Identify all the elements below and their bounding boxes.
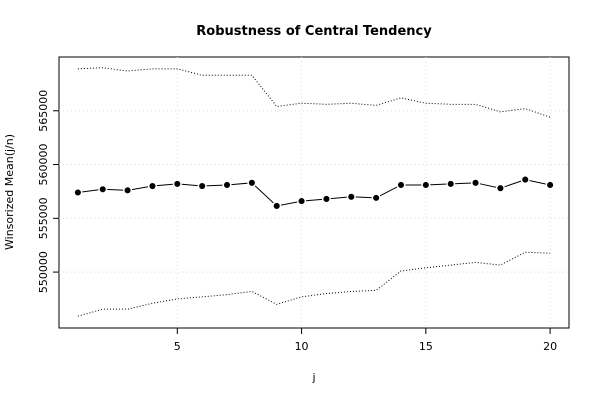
series-line — [77, 67, 551, 118]
x-tick-label: 15 — [419, 340, 433, 353]
series-line — [77, 251, 551, 317]
data-point — [421, 180, 431, 190]
x-tick-label: 5 — [174, 340, 181, 353]
data-point — [495, 183, 505, 193]
data-point — [73, 187, 83, 198]
y-axis-label: Winsorized Mean(j/n) — [3, 134, 16, 250]
data-point — [297, 196, 307, 206]
data-point — [470, 178, 481, 188]
data-point — [222, 180, 232, 190]
y-tick-label: 560000 — [37, 144, 50, 186]
data-point — [172, 179, 182, 189]
data-point — [247, 178, 257, 188]
data-point — [545, 180, 555, 190]
y-tick-label: 550000 — [37, 251, 50, 293]
data-point — [346, 192, 356, 202]
data-point — [396, 180, 406, 190]
data-point — [371, 193, 381, 203]
data-point — [123, 185, 133, 195]
y-tick-label: 555000 — [37, 197, 50, 239]
x-axis-label: j — [311, 371, 315, 384]
data-point — [197, 181, 207, 191]
data-point — [147, 181, 158, 191]
data-point — [98, 184, 108, 194]
data-point — [272, 201, 282, 211]
x-tick-label: 20 — [543, 340, 557, 353]
data-point — [520, 175, 530, 185]
chart-title: Robustness of Central Tendency — [196, 24, 432, 39]
x-tick-label: 10 — [295, 340, 309, 353]
data-point — [446, 179, 456, 189]
data-point — [321, 194, 331, 204]
y-tick-label: 565000 — [37, 90, 50, 132]
plot-box — [58, 56, 570, 329]
